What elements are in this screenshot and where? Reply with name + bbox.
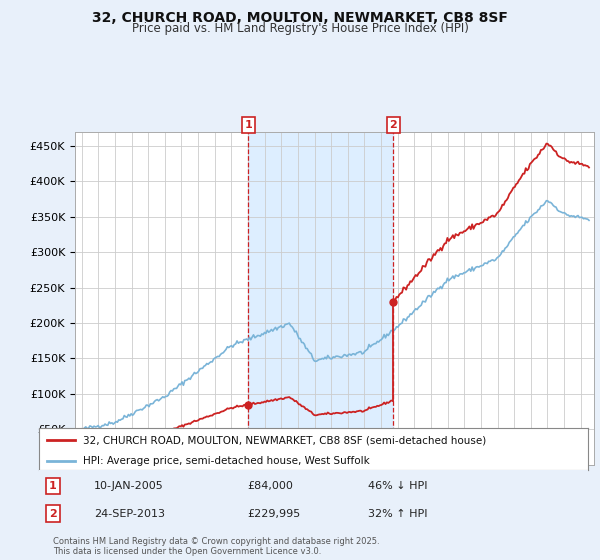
Text: HPI: Average price, semi-detached house, West Suffolk: HPI: Average price, semi-detached house,… bbox=[83, 456, 370, 466]
Text: Contains HM Land Registry data © Crown copyright and database right 2025.
This d: Contains HM Land Registry data © Crown c… bbox=[53, 537, 379, 557]
Text: 46% ↓ HPI: 46% ↓ HPI bbox=[368, 481, 428, 491]
Bar bbox=[248, 132, 393, 465]
Text: £229,995: £229,995 bbox=[248, 509, 301, 519]
Text: 32, CHURCH ROAD, MOULTON, NEWMARKET, CB8 8SF: 32, CHURCH ROAD, MOULTON, NEWMARKET, CB8… bbox=[92, 11, 508, 25]
Text: 10-JAN-2005: 10-JAN-2005 bbox=[94, 481, 164, 491]
Text: 32% ↑ HPI: 32% ↑ HPI bbox=[368, 509, 428, 519]
Text: 1: 1 bbox=[49, 481, 56, 491]
Text: Price paid vs. HM Land Registry's House Price Index (HPI): Price paid vs. HM Land Registry's House … bbox=[131, 22, 469, 35]
Text: 2: 2 bbox=[389, 120, 397, 130]
Text: 32, CHURCH ROAD, MOULTON, NEWMARKET, CB8 8SF (semi-detached house): 32, CHURCH ROAD, MOULTON, NEWMARKET, CB8… bbox=[83, 435, 486, 445]
Text: £84,000: £84,000 bbox=[248, 481, 293, 491]
Text: 2: 2 bbox=[49, 509, 56, 519]
Text: 24-SEP-2013: 24-SEP-2013 bbox=[94, 509, 165, 519]
Text: 1: 1 bbox=[245, 120, 253, 130]
